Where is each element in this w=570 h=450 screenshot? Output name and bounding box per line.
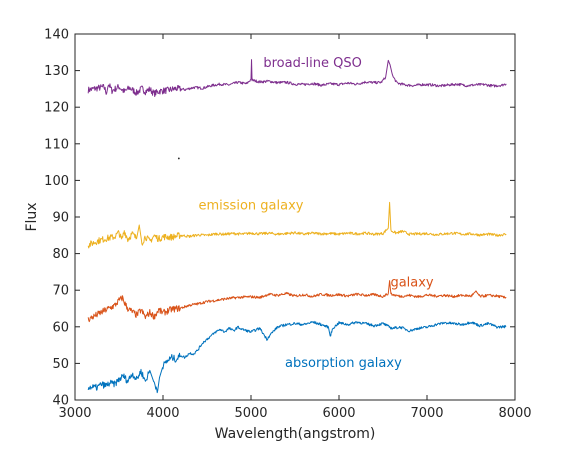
y-tick-label: 70: [52, 284, 69, 299]
series-line-1: [87, 201, 507, 249]
series-line-0: [87, 59, 507, 98]
x-tick-label: 5000: [234, 406, 267, 421]
series-label-3: absorption galaxy: [285, 356, 402, 371]
y-tick-label: 110: [44, 137, 69, 152]
y-tick-label: 80: [52, 247, 69, 262]
x-tick-label: 8000: [498, 406, 531, 421]
series-label-1: emission galaxy: [199, 199, 304, 214]
y-tick-label: 90: [52, 211, 69, 226]
x-axis-title: Wavelength(angstrom): [215, 426, 376, 442]
x-tick-label: 7000: [410, 406, 443, 421]
x-tick-label: 6000: [322, 406, 355, 421]
series-labels: broad-line QSO emission galaxy galaxy absor…: [199, 56, 434, 371]
y-tick-label: 120: [44, 101, 69, 116]
y-tick-label: 50: [52, 357, 69, 372]
x-tick-label: 3000: [58, 406, 91, 421]
y-tick-label: 130: [44, 64, 69, 79]
series-label-0: broad-line QSO: [263, 56, 361, 71]
series-layer: [87, 59, 507, 394]
axis-ticks: 3000 4000 5000 6000 7000 8000 40 50 60 70 80 90 100 1…: [44, 28, 531, 422]
series-line-3: [87, 320, 507, 394]
series-line-2: [87, 280, 507, 323]
y-tick-label: 100: [44, 174, 69, 189]
plot-frame: [74, 33, 516, 401]
y-tick-label: 140: [44, 28, 69, 43]
stray-dot: [177, 157, 180, 160]
series-label-2: galaxy: [390, 276, 433, 291]
x-tick-label: 4000: [146, 406, 179, 421]
y-tick-label: 40: [52, 394, 69, 409]
y-axis-title: Flux: [24, 202, 40, 231]
y-tick-label: 60: [52, 320, 69, 335]
